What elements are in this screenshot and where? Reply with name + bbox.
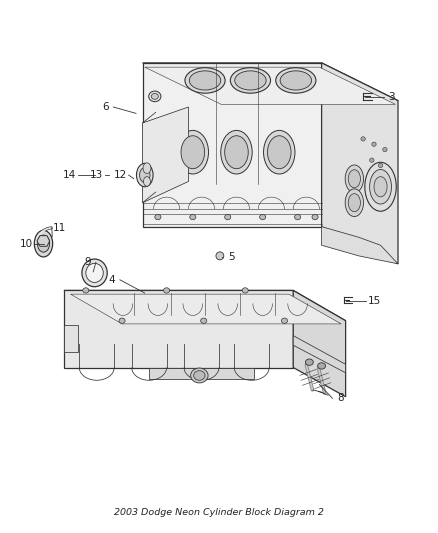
Polygon shape (143, 107, 188, 203)
Ellipse shape (163, 288, 170, 293)
Text: 4: 4 (109, 275, 115, 285)
Ellipse shape (264, 131, 295, 174)
Ellipse shape (225, 214, 231, 220)
Polygon shape (293, 336, 346, 373)
Ellipse shape (34, 230, 53, 257)
Ellipse shape (83, 288, 89, 293)
Text: 13: 13 (90, 170, 103, 180)
Ellipse shape (242, 288, 248, 293)
Ellipse shape (82, 259, 107, 287)
Text: 5: 5 (228, 252, 234, 262)
Ellipse shape (348, 169, 360, 188)
Ellipse shape (370, 158, 374, 163)
Polygon shape (37, 236, 49, 246)
Text: 11: 11 (53, 223, 66, 233)
Ellipse shape (312, 214, 318, 220)
Ellipse shape (190, 214, 196, 220)
Ellipse shape (383, 148, 387, 152)
Ellipse shape (155, 214, 161, 220)
Polygon shape (321, 227, 398, 264)
Polygon shape (64, 290, 293, 368)
Polygon shape (143, 63, 321, 227)
Ellipse shape (345, 165, 364, 192)
Ellipse shape (374, 176, 387, 197)
Ellipse shape (225, 136, 248, 168)
Ellipse shape (235, 71, 266, 90)
Ellipse shape (119, 318, 125, 324)
Ellipse shape (361, 137, 365, 141)
Ellipse shape (378, 164, 383, 167)
Text: 10: 10 (19, 239, 32, 248)
Ellipse shape (177, 131, 208, 174)
Ellipse shape (348, 193, 360, 212)
Ellipse shape (276, 68, 316, 93)
Ellipse shape (149, 91, 161, 102)
Ellipse shape (345, 189, 364, 216)
Polygon shape (64, 290, 346, 321)
Text: 3: 3 (388, 92, 395, 102)
Ellipse shape (216, 252, 224, 260)
Ellipse shape (37, 235, 49, 252)
Polygon shape (293, 290, 346, 397)
Text: 15: 15 (367, 296, 381, 306)
Polygon shape (149, 368, 254, 379)
Polygon shape (321, 63, 398, 264)
Text: 6: 6 (102, 102, 109, 112)
Ellipse shape (365, 163, 396, 211)
Polygon shape (145, 67, 396, 104)
Ellipse shape (268, 136, 291, 168)
Ellipse shape (280, 71, 311, 90)
Ellipse shape (201, 318, 207, 324)
Text: 2003 Dodge Neon Cylinder Block Diagram 2: 2003 Dodge Neon Cylinder Block Diagram 2 (114, 508, 324, 518)
Ellipse shape (143, 163, 151, 173)
Ellipse shape (282, 318, 288, 324)
Ellipse shape (189, 71, 221, 90)
Ellipse shape (372, 142, 376, 147)
Ellipse shape (305, 359, 313, 366)
Ellipse shape (194, 370, 205, 380)
Ellipse shape (221, 131, 252, 174)
Ellipse shape (151, 93, 158, 99)
Ellipse shape (230, 68, 271, 93)
Text: 14: 14 (63, 170, 76, 180)
Ellipse shape (137, 164, 153, 187)
Ellipse shape (185, 68, 225, 93)
Text: 8: 8 (337, 393, 344, 403)
Text: 12: 12 (114, 170, 127, 180)
Text: 9: 9 (85, 257, 92, 267)
Ellipse shape (140, 167, 150, 182)
Polygon shape (64, 325, 78, 352)
Ellipse shape (260, 214, 266, 220)
Ellipse shape (181, 136, 205, 168)
Polygon shape (71, 294, 341, 324)
Ellipse shape (294, 214, 300, 220)
Ellipse shape (370, 169, 392, 204)
Ellipse shape (144, 176, 150, 186)
Ellipse shape (86, 263, 103, 282)
Polygon shape (143, 63, 398, 101)
Ellipse shape (191, 368, 208, 383)
Ellipse shape (318, 363, 325, 369)
